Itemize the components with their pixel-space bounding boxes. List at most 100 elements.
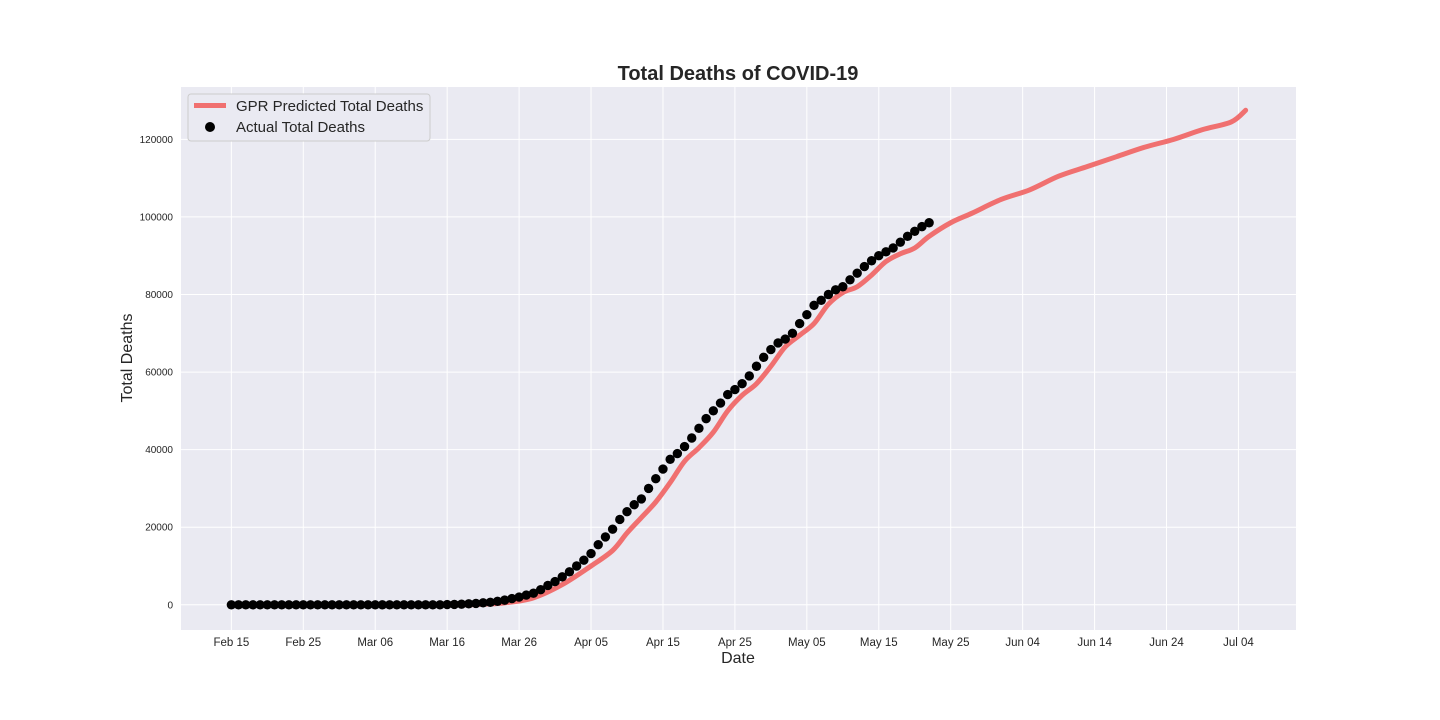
data-point-actual (773, 338, 783, 348)
x-tick-label: Feb 15 (213, 637, 249, 649)
data-point-actual (874, 251, 884, 261)
data-point-actual (615, 514, 625, 525)
y-axis-label: Total Deaths (119, 314, 136, 403)
plot-area (181, 87, 1296, 630)
y-tick-label: 120000 (140, 135, 174, 146)
x-tick-label: May 25 (932, 637, 970, 649)
data-point-actual (370, 600, 380, 610)
data-point-actual (809, 300, 819, 311)
data-point-actual (521, 590, 531, 600)
data-point-actual (564, 567, 575, 577)
data-point-actual (636, 494, 647, 504)
data-point-actual (442, 599, 452, 610)
legend: GPR Predicted Total Deaths Actual Total … (187, 93, 431, 142)
data-point-actual (643, 483, 654, 494)
data-point-actual (737, 379, 747, 389)
data-point-actual (241, 600, 251, 610)
x-tick-label: Feb 25 (285, 637, 321, 649)
data-point-actual (658, 464, 668, 474)
data-point-actual (248, 600, 258, 610)
data-point-actual (255, 600, 265, 610)
data-point-actual (550, 576, 560, 587)
x-tick-label: May 15 (860, 637, 898, 649)
data-point-actual (823, 289, 834, 300)
data-point-actual (672, 448, 683, 459)
legend-box (187, 93, 431, 142)
data-point-actual (449, 599, 460, 610)
data-point-actual (622, 507, 632, 517)
data-point-actual (866, 256, 877, 266)
data-point-actual (593, 539, 603, 550)
data-point-actual (535, 584, 546, 595)
data-point-actual (694, 423, 704, 434)
data-point-actual (514, 592, 524, 602)
data-point-actual (715, 398, 726, 408)
data-point-actual (758, 352, 769, 363)
legend-label-actual: Actual Total Deaths (236, 119, 365, 136)
data-point-actual (406, 600, 416, 610)
data-point-actual (845, 275, 855, 285)
data-point-actual (277, 600, 287, 610)
data-point-actual (305, 600, 316, 610)
data-point-actual (917, 221, 927, 232)
data-point-actual (363, 600, 373, 610)
x-tick-label: Jun 14 (1077, 637, 1112, 649)
data-point-actual (233, 600, 244, 610)
data-point-actual (226, 600, 237, 610)
data-point-actual (816, 295, 826, 306)
x-ticks: Feb 15 Feb 25 Mar 06 Mar 16 Mar 26 Apr 05 Apr … (213, 637, 1254, 649)
data-point-actual (852, 268, 862, 278)
data-point-actual (802, 309, 812, 320)
x-tick-label: Jul 04 (1223, 637, 1254, 649)
y-tick-label: 20000 (145, 523, 173, 534)
data-point-actual (528, 588, 539, 598)
data-point-actual (751, 361, 762, 371)
data-point-actual (794, 318, 805, 329)
data-point-actual (838, 282, 848, 292)
data-point-actual (723, 389, 733, 400)
data-point-actual (859, 261, 870, 272)
data-point-actual (269, 600, 280, 610)
y-tick-label: 100000 (140, 212, 174, 223)
data-point-actual (571, 561, 582, 571)
data-point-actual (787, 328, 798, 338)
data-point-actual (312, 600, 323, 610)
data-point-actual (701, 413, 711, 424)
data-point-actual (687, 433, 697, 443)
y-tick-label: 60000 (145, 368, 173, 379)
data-point-actual (485, 597, 496, 607)
data-point-actual (291, 600, 301, 610)
data-point-actual (320, 600, 330, 610)
data-point-actual (420, 600, 431, 610)
legend-label-predicted: GPR Predicted Total Deaths (236, 98, 423, 115)
data-point-actual (392, 600, 402, 610)
x-tick-label: Apr 15 (646, 637, 680, 649)
x-tick-label: Mar 26 (501, 637, 537, 649)
data-point-actual (924, 218, 934, 228)
series-line-gpr-predicted (228, 107, 1249, 608)
x-axis-label: Date (721, 650, 755, 667)
x-tick-label: Apr 05 (574, 637, 608, 649)
data-point-actual (651, 474, 661, 484)
data-point-actual (586, 548, 596, 559)
data-point-actual (780, 334, 790, 344)
data-point-actual (830, 285, 841, 295)
data-point-actual (384, 600, 395, 610)
data-point-actual (435, 600, 445, 610)
data-point-actual (895, 237, 906, 247)
series-layer (226, 107, 1249, 610)
data-point-actual (679, 441, 690, 452)
legend-marker-swatch (205, 122, 215, 132)
x-tick-label: May 05 (788, 637, 826, 649)
data-point-actual (399, 600, 409, 610)
data-point-actual (413, 600, 424, 610)
y-tick-label: 40000 (145, 445, 173, 456)
data-point-actual (665, 454, 675, 465)
chart-title: Total Deaths of COVID-19 (618, 63, 859, 85)
x-tick-label: Apr 25 (718, 637, 752, 649)
data-point-actual (579, 555, 589, 565)
data-point-actual (500, 595, 510, 605)
data-point-actual (543, 580, 553, 591)
data-point-actual (766, 344, 776, 355)
data-point-actual (881, 247, 891, 257)
